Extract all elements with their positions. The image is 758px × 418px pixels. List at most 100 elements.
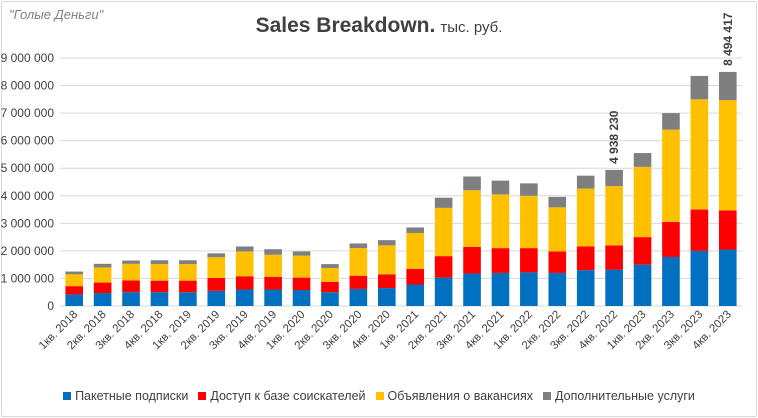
bar-segment [207, 253, 226, 258]
bar-segment [150, 260, 169, 265]
bar-segment [179, 292, 197, 306]
bar-segment [349, 248, 368, 276]
bar-segment [662, 113, 680, 130]
bar-segment [406, 268, 425, 285]
bar-segment [377, 245, 396, 275]
bar-segment [93, 267, 112, 283]
bar-segment [520, 195, 538, 249]
bar-segment [520, 272, 538, 306]
bar-segment [718, 210, 737, 250]
bar-segment [548, 207, 567, 252]
bar-segment [718, 71, 737, 101]
bar-segment [406, 284, 425, 306]
bar-segment [548, 251, 567, 273]
y-tick-label: 9 000 000 [1, 51, 55, 65]
bar-segment [122, 263, 140, 281]
bar-segment [179, 260, 197, 265]
bar-segment [179, 264, 197, 281]
legend-item: Дополнительные услуги [543, 389, 695, 403]
bar-segment [718, 100, 737, 211]
bar-segment [235, 251, 254, 277]
legend-swatch [198, 392, 207, 400]
y-tick-label: 2 000 000 [1, 244, 55, 258]
legend-item: Объявления о вакансиях [375, 389, 534, 403]
bar-segment [434, 256, 453, 278]
bar-segment [463, 246, 481, 274]
bar-segment [662, 221, 680, 257]
bar-segment [520, 183, 538, 196]
bar-segment [292, 255, 311, 278]
bar-segment [235, 289, 254, 306]
bar-segment [576, 270, 595, 306]
bar-segment [690, 250, 709, 306]
chart-title: Sales Breakdown. [255, 14, 436, 37]
bar-segment [463, 273, 481, 306]
bar-segment [122, 280, 140, 293]
bar-segment [65, 294, 84, 306]
bar-segment [463, 190, 481, 247]
bar-segment [690, 99, 709, 210]
bar-segment [264, 289, 282, 306]
bar-segment [576, 246, 595, 271]
data-label: 4 938 230 [607, 110, 621, 164]
bar-segment [235, 246, 254, 252]
bar-segment [605, 269, 623, 306]
bar-segment [292, 251, 311, 256]
bar-segment [605, 186, 623, 246]
bar-segment [150, 292, 169, 306]
bar-segment [377, 274, 396, 289]
bar-segment [65, 286, 84, 295]
y-tick-label: 6 000 000 [1, 134, 55, 148]
bar-segment [264, 254, 282, 277]
bar-segment [150, 280, 169, 293]
bar-segment [548, 196, 567, 208]
bar-segment [605, 169, 623, 187]
bar-segment [207, 277, 226, 291]
bar-segment [605, 245, 623, 270]
chart-title-block: Sales Breakdown. тыс. руб. [0, 14, 758, 38]
bar-segment [349, 288, 368, 306]
bar-segment [377, 288, 396, 306]
bar-segment [718, 249, 737, 306]
bar-segment [349, 275, 368, 289]
bar-segment [491, 180, 510, 195]
bar-segment [463, 176, 481, 191]
bar-segment [520, 248, 538, 273]
bar-segment [235, 276, 254, 290]
legend-swatch [375, 392, 384, 400]
y-tick-label: 8 000 000 [1, 79, 55, 93]
bar-segment [93, 293, 112, 306]
legend-swatch [63, 392, 72, 400]
bar-segment [576, 188, 595, 247]
bar-segment [65, 271, 84, 275]
bar-segment [292, 277, 311, 291]
y-tick-label: 0 [47, 299, 54, 313]
bar-segment [292, 290, 311, 306]
legend-label: Объявления о вакансиях [387, 389, 534, 403]
bar-segment [434, 277, 453, 306]
chart-unit: тыс. руб. [440, 19, 503, 36]
y-tick-label: 7 000 000 [1, 106, 55, 120]
bar-segment [633, 166, 652, 238]
bar-segment [93, 282, 112, 294]
bar-segment [179, 280, 197, 293]
bar-segment [377, 240, 396, 246]
bar-segment [548, 272, 567, 306]
bar-segment [434, 207, 453, 257]
bar-segment [122, 260, 140, 264]
bar-segment [321, 292, 339, 306]
bar-segment [65, 274, 84, 287]
bar-segment [321, 264, 339, 268]
legend-label: Пакетные подписки [75, 389, 189, 403]
y-tick-label: 4 000 000 [1, 189, 55, 203]
bar-segment [207, 257, 226, 278]
brand-watermark: "Голые Деньги" [9, 7, 104, 22]
chart-legend: Пакетные подписки Доступ к базе соискател… [0, 389, 758, 403]
legend-label: Доступ к базе соискателей [210, 389, 366, 403]
bar-segment [406, 227, 425, 233]
bar-segment [662, 256, 680, 306]
bar-segment [690, 209, 709, 251]
bar-segment [690, 75, 709, 100]
legend-swatch [543, 392, 552, 400]
bar-segment [150, 264, 169, 281]
